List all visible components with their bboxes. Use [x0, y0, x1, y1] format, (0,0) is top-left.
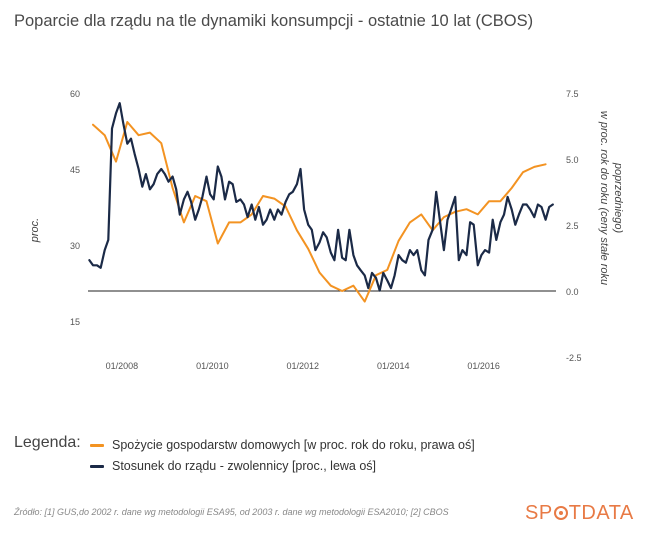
right-tick-label: 2.5: [566, 221, 579, 231]
x-tick-label: 01/2012: [287, 361, 320, 371]
brand-target-icon: [553, 506, 568, 520]
y-axis-label-right-line: w proc. rok do roku (ceny stałe roku: [598, 111, 610, 285]
y-axis-label-right-line: poprzedniego): [612, 162, 624, 234]
spotdata-logo: SP TDATA: [525, 502, 634, 525]
left-tick-label: 60: [70, 89, 80, 99]
legend-swatch-consumption: [90, 444, 104, 448]
chart-title: Poparcie dla rządu na tle dynamiki konsu…: [14, 12, 534, 30]
x-tick-label: 01/2016: [467, 361, 500, 371]
right-tick-label: 7.5: [566, 89, 579, 99]
legend-item-consumption: Spożycie gospodarstw domowych [w proc. r…: [90, 438, 475, 452]
right-tick-label: 0.0: [566, 287, 579, 297]
y-axis-label-right: w proc. rok do roku (ceny stałe roku popr…: [598, 111, 624, 285]
legend-item-support: Stosunek do rządu - zwolennicy [proc., l…: [90, 459, 376, 473]
series-layer: [88, 101, 554, 303]
series-line-consumption: [92, 121, 547, 303]
x-tick-label: 01/2014: [377, 361, 410, 371]
right-tick-label: -2.5: [566, 353, 582, 363]
x-tick-label: 01/2008: [106, 361, 139, 371]
line-chart: 60 45 30 15 7.5 5.0 2.5 0.0 -2.5 01/2008 01/2010…: [29, 89, 624, 371]
source-note: Źródło: [1] GUS,do 2002 r. dane wg metod…: [14, 507, 449, 517]
brand-suffix: TDATA: [568, 502, 634, 524]
left-axis-ticks: 60 45 30 15: [70, 89, 80, 327]
legend-title: Legenda:: [14, 434, 81, 451]
series-line-support: [88, 101, 554, 292]
right-axis-ticks: 7.5 5.0 2.5 0.0 -2.5: [566, 89, 582, 363]
brand-prefix: SP: [525, 502, 553, 524]
y-axis-label-left: proc.: [29, 218, 41, 243]
left-tick-label: 15: [70, 317, 80, 327]
left-tick-label: 30: [70, 241, 80, 251]
x-axis-ticks: 01/2008 01/2010 01/2012 01/2014 01/2016: [106, 361, 500, 371]
legend-label-support: Stosunek do rządu - zwolennicy [proc., l…: [112, 459, 377, 473]
left-tick-label: 45: [70, 165, 80, 175]
right-tick-label: 5.0: [566, 155, 579, 165]
legend-label-consumption: Spożycie gospodarstw domowych [w proc. r…: [112, 438, 475, 452]
legend-swatch-support: [90, 465, 104, 469]
x-tick-label: 01/2010: [196, 361, 229, 371]
